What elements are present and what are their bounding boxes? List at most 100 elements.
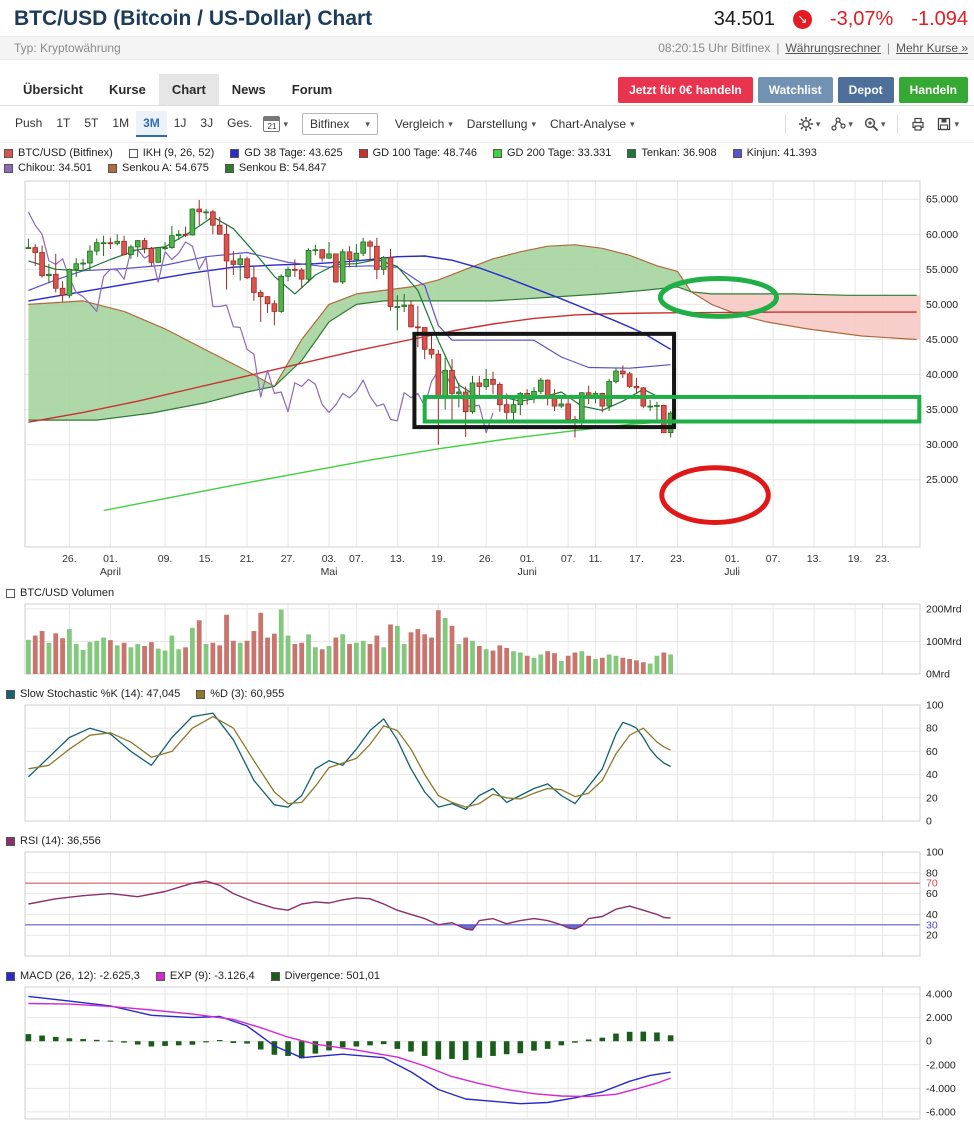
macd-chart-svg[interactable]: 4.000 2.000 0 -2.000 -4.000 -6.000 [0, 983, 974, 1129]
legend-label: Senkou A: 54.675 [122, 162, 209, 174]
legend-item: GD 200 Tage: 33.331 [492, 147, 611, 159]
separator: | [886, 41, 890, 55]
chevron-down-icon: ▾ [815, 118, 821, 129]
menu-darstellung[interactable]: Darstellung ▾ [460, 113, 543, 135]
x-tick-label: 03. [322, 553, 337, 565]
x-tick-label: 11. [589, 553, 603, 565]
legend-swatch-icon [732, 148, 742, 158]
svg-text:0: 0 [926, 816, 932, 828]
range-ges-button[interactable]: Ges. [227, 116, 253, 130]
range-3j-button[interactable]: 3J [200, 116, 214, 130]
sub-header: Typ: Kryptowährung 08:20:15 Uhr Bitfinex… [0, 36, 974, 60]
legend-label: Senkou B: 54.847 [238, 162, 327, 174]
x-tick-label: 15. [199, 553, 214, 565]
quote-meta: 08:20:15 Uhr Bitfinex | Währungsrechner … [658, 41, 968, 55]
nav-tab-bersicht[interactable]: Übersicht [23, 82, 83, 97]
print-icon[interactable] [905, 113, 931, 135]
gd-38-line [28, 255, 671, 350]
stochastic-chart-svg[interactable]: 100 80 60 40 20 0 [0, 700, 974, 828]
x-tick-label: 01. [103, 553, 118, 565]
exchange-select-value: Bitfinex [309, 117, 350, 131]
zoom-icon[interactable]: ▾ [858, 113, 891, 135]
svg-text:2.000: 2.000 [926, 1012, 952, 1024]
chevron-down-icon: ▾ [954, 118, 959, 129]
depot-button[interactable]: Depot [837, 76, 894, 103]
current-price: 34.501 [713, 7, 775, 30]
main-price-chart: 65.000 60.000 55.000 50.000 45.000 40.000 35.0… [0, 179, 974, 584]
macd-legend: MACD (26, 12): -2.625,3 EXP (9): -3.126,4… [0, 967, 974, 983]
menu-label: Darstellung [466, 117, 528, 131]
page-title: BTC/USD (Bitcoin / US-Dollar) Chart [14, 7, 373, 30]
legend-swatch-icon [6, 689, 15, 699]
x-month-label: Mai [321, 566, 338, 578]
legend-item: Chikou: 34.501 [4, 162, 92, 174]
header: BTC/USD (Bitcoin / US-Dollar) Chart 34.5… [0, 0, 974, 36]
legend-item: Senkou B: 54.847 [224, 162, 327, 174]
exchange-select[interactable]: Bitfinex ▾ [301, 113, 378, 135]
nav-tab-forum[interactable]: Forum [291, 82, 333, 97]
range-1t-button[interactable]: 1T [56, 116, 71, 130]
handeln-button[interactable]: Handeln [898, 76, 968, 103]
watchlist-button[interactable]: Watchlist [757, 76, 833, 103]
svg-text:20: 20 [926, 792, 938, 804]
nav-tab-news[interactable]: News [231, 82, 266, 97]
legend-swatch-icon [6, 588, 15, 598]
x-tick-label: 23. [875, 553, 890, 565]
legend-label: Tenkan: 36.908 [641, 147, 717, 159]
menu-chart-analyse[interactable]: Chart-Analyse ▾ [543, 113, 642, 135]
menu-vergleich[interactable]: Vergleich ▾ [388, 113, 460, 135]
svg-text:65.000: 65.000 [926, 194, 958, 206]
macd-chart: 4.000 2.000 0 -2.000 -4.000 -6.000 [0, 983, 974, 1134]
svg-text:60: 60 [926, 746, 938, 758]
legend-item: GD 38 Tage: 43.625 [230, 147, 343, 159]
chevron-down-icon: ▾ [283, 118, 288, 129]
svg-text:0: 0 [926, 1036, 932, 1048]
chevron-down-icon: ▾ [630, 118, 635, 129]
nav-tab-chart[interactable]: Chart [158, 74, 219, 105]
x-tick-label: 01. [725, 553, 740, 565]
legend-item: GD 100 Tage: 48.746 [358, 147, 477, 159]
legend-label: IKH (9, 26, 52) [142, 147, 215, 159]
svg-text:40: 40 [926, 909, 938, 921]
legend-label: BTC/USD (Bitfinex) [18, 147, 113, 159]
main-chart-svg[interactable]: 65.000 60.000 55.000 50.000 45.000 40.000 35.0… [0, 179, 974, 579]
x-tick-label: 07. [766, 553, 781, 565]
toolbar-separator [784, 114, 786, 134]
range-1j-button[interactable]: 1J [173, 116, 187, 130]
nav-row: Übersicht Kurse Chart News Forum Jetzt für 0… [0, 74, 974, 105]
range-5t-button[interactable]: 5T [84, 116, 99, 130]
quote-time: 08:20:15 Uhr Bitfinex [658, 41, 771, 55]
svg-text:100: 100 [926, 701, 944, 712]
macd-line [28, 995, 671, 1105]
range-push-button[interactable]: Push [15, 116, 43, 130]
range-3m-button[interactable]: 3M [136, 111, 167, 137]
chevron-down-icon: ▾ [880, 118, 886, 129]
range-1m-button[interactable]: 1M [112, 116, 130, 130]
green-support-zone-annotation [422, 394, 922, 424]
x-tick-label: 13. [390, 553, 405, 565]
more-quotes-link[interactable]: Mehr Kurse » [895, 41, 968, 55]
legend-swatch-icon [155, 971, 165, 981]
legend-swatch-icon [196, 689, 206, 699]
currency-converter-link[interactable]: Währungsrechner [785, 41, 881, 55]
svg-text:4.000: 4.000 [926, 989, 952, 1001]
legend-label: RSI (14): 36,556 [20, 835, 101, 847]
svg-text:0Mrd: 0Mrd [926, 669, 950, 681]
gd-200-line [103, 420, 917, 512]
nav-tab-kurse[interactable]: Kurse [108, 82, 146, 97]
x-tick-label: 17. [629, 553, 644, 565]
gear-icon[interactable]: ▾ [793, 113, 826, 135]
volume-chart-svg[interactable]: 200Mrd 100Mrd 0Mrd [0, 600, 974, 681]
svg-text:40: 40 [926, 769, 938, 781]
svg-text:35.000: 35.000 [926, 404, 958, 416]
nav-tabs: Übersicht Kurse Chart News Forum [10, 74, 345, 105]
ichimoku-legend-row: Chikou: 34.501 Senkou A: 54.675 Senkou B: … [4, 162, 974, 174]
x-tick-label: 26. [479, 553, 494, 565]
indicators-icon[interactable]: ▾ [825, 113, 858, 135]
save-icon[interactable]: ▾ [931, 113, 964, 135]
stochastic-legend-item: Slow Stochastic %K (14): 47,045 [6, 688, 180, 700]
jetzt-f-r-0-handeln-button[interactable]: Jetzt für 0€ handeln [618, 76, 753, 103]
calendar-picker[interactable]: 21 ▾ [263, 116, 288, 132]
